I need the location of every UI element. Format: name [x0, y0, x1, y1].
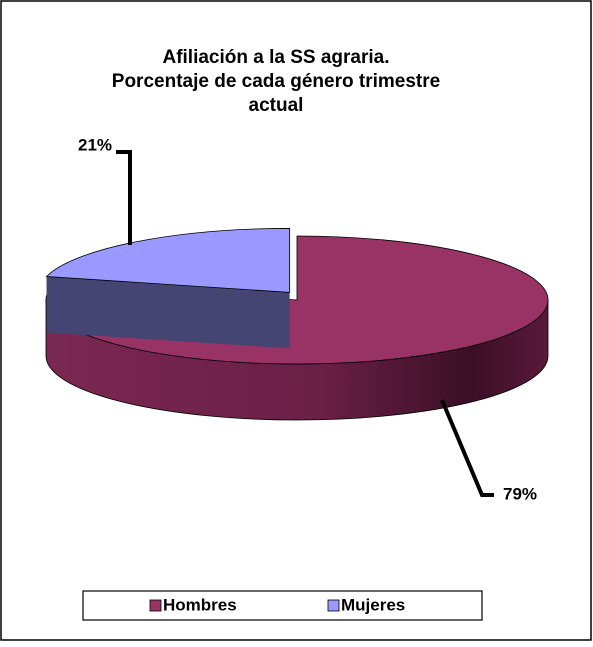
title-line: Afiliación a la SS agraria.: [162, 47, 389, 68]
data-label: 21%: [78, 135, 112, 154]
pie: [45, 228, 549, 421]
leader-line: [116, 150, 132, 245]
title-line: actual: [249, 95, 304, 116]
chart-title: Afiliación a la SS agraria. Porcentaje de…: [112, 47, 440, 116]
legend-label: Hombres: [163, 595, 237, 614]
legend-items: Hombres Mujeres: [149, 595, 405, 614]
legend: [82, 590, 483, 621]
legend-swatch: [327, 599, 340, 612]
legend-label: Mujeres: [341, 595, 405, 614]
slice-face: [46, 276, 290, 349]
legend-swatch: [149, 599, 162, 612]
title-line: Porcentaje de cada género trimestre: [112, 71, 440, 92]
data-label: 79%: [503, 484, 537, 503]
leader-line: [440, 399, 494, 497]
slice: [45, 228, 291, 293]
